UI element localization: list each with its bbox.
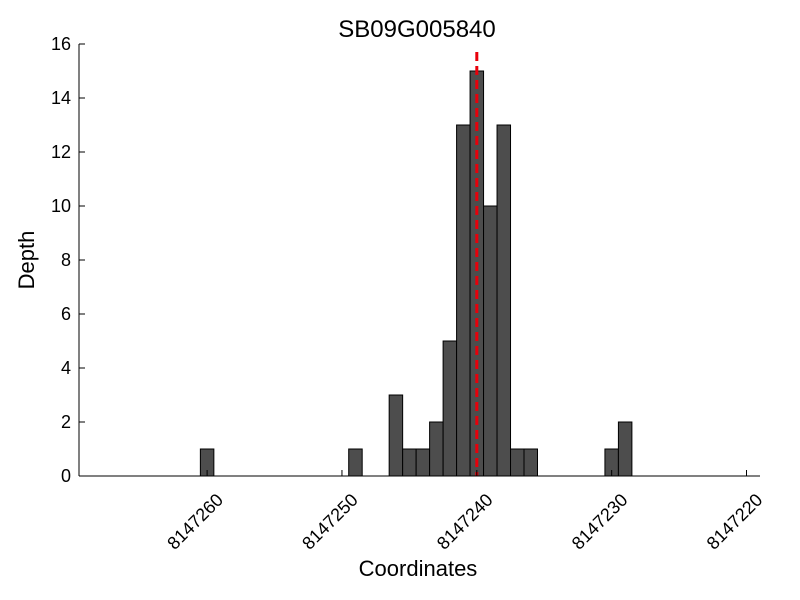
y-tick-label: 4 — [61, 358, 71, 378]
bar — [402, 448, 417, 477]
y-tick-label: 16 — [51, 34, 71, 54]
bar — [523, 448, 539, 477]
bar — [348, 448, 363, 477]
y-tick-label: 12 — [51, 142, 71, 162]
y-tick-label: 6 — [61, 304, 71, 324]
y-tick-label: 8 — [61, 250, 71, 270]
x-tick-label: 8147220 — [703, 490, 767, 554]
y-tick-label: 10 — [51, 196, 71, 216]
x-tick-label: 8147250 — [298, 490, 362, 554]
bar — [415, 448, 431, 477]
bar — [469, 70, 485, 477]
y-tick-label: 0 — [61, 466, 71, 486]
x-axis-label: Coordinates — [359, 556, 478, 581]
bar — [442, 340, 458, 477]
x-tick-label: 8147260 — [163, 490, 227, 554]
y-tick-label: 14 — [51, 88, 71, 108]
chart-title: SB09G005840 — [338, 16, 495, 43]
bars-group — [199, 70, 633, 477]
y-ticks-group: 0 2 4 6 8 10 12 14 16 — [51, 34, 85, 486]
bar — [429, 421, 444, 477]
y-axis-label: Depth — [14, 231, 39, 290]
x-tick-label: 8147230 — [568, 490, 632, 554]
x-ticks-group: 8147260 8147250 8147240 8147230 8147220 — [163, 470, 766, 553]
x-tick-label: 8147240 — [433, 490, 497, 554]
bar — [617, 421, 633, 477]
bar — [456, 124, 471, 477]
y-tick-label: 2 — [61, 412, 71, 432]
bar — [496, 124, 512, 477]
bar — [510, 448, 525, 477]
bar — [483, 205, 498, 477]
bar — [388, 394, 404, 477]
